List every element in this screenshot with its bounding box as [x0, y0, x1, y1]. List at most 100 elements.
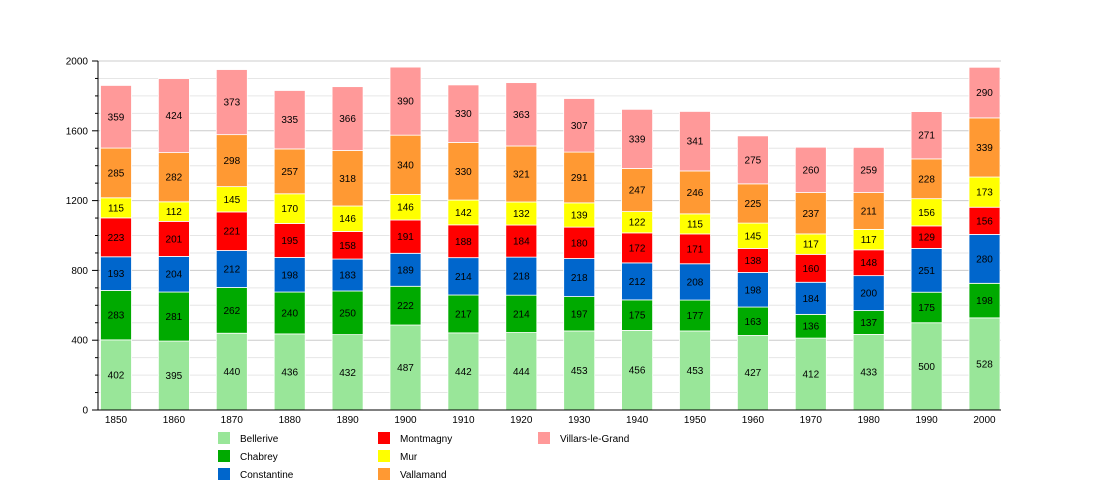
bar-segment [100, 85, 132, 149]
bar-segment [389, 285, 422, 326]
data-label: 146 [397, 203, 414, 214]
data-label: 191 [397, 232, 414, 243]
bar-segment [621, 232, 653, 264]
data-label: 173 [976, 188, 993, 199]
data-label: 156 [976, 216, 993, 227]
data-label: 212 [223, 265, 240, 276]
data-label: 330 [455, 109, 472, 120]
data-label: 117 [803, 240, 819, 251]
data-label: 177 [687, 311, 704, 322]
bar-segment [505, 82, 538, 147]
bar-segment [389, 66, 422, 136]
bar-segment [621, 168, 653, 212]
data-label: 260 [802, 165, 819, 176]
data-label: 212 [629, 277, 646, 288]
legend-swatch [218, 432, 230, 444]
data-label: 424 [166, 111, 183, 122]
data-label: 390 [397, 97, 414, 108]
legend-swatch [538, 432, 550, 444]
bar-segment [621, 299, 653, 331]
data-label: 500 [918, 362, 935, 373]
bar-segment [794, 146, 827, 193]
bar-segment [215, 211, 248, 251]
data-label: 115 [108, 203, 124, 214]
legend-swatch [218, 450, 230, 462]
y-tick-label: 2000 [66, 57, 89, 68]
data-label: 217 [455, 309, 472, 320]
data-label: 188 [455, 237, 472, 248]
bar-segment [505, 145, 538, 203]
data-label: 211 [861, 206, 877, 217]
data-label: 163 [745, 317, 762, 328]
bar-segment [910, 291, 943, 324]
bar-segment [679, 111, 711, 172]
data-label: 436 [281, 367, 298, 378]
legend-swatch [378, 450, 390, 462]
bar-segment [679, 233, 711, 265]
bar-segment [910, 158, 943, 200]
bar-segment [968, 66, 1001, 119]
data-label: 137 [860, 318, 877, 329]
y-tick-label: 400 [71, 336, 88, 347]
y-tick-label: 0 [82, 406, 88, 417]
data-label: 223 [108, 233, 125, 244]
data-label: 145 [745, 231, 762, 242]
bar-segment [100, 290, 132, 341]
legend-swatch [378, 468, 390, 480]
data-label: 442 [455, 367, 472, 378]
data-label: 142 [455, 208, 472, 219]
x-tick-label: 1980 [858, 415, 881, 426]
data-label: 285 [108, 168, 125, 179]
bar-segment [331, 86, 364, 151]
bar-segment [215, 69, 248, 136]
data-label: 282 [166, 173, 183, 184]
data-label: 237 [802, 209, 819, 220]
bar-segment [331, 290, 364, 336]
data-label: 204 [166, 270, 183, 281]
data-label: 138 [745, 256, 762, 267]
x-tick-label: 1900 [394, 415, 417, 426]
bar-segment [737, 272, 769, 308]
data-label: 193 [108, 269, 125, 280]
legend-label: Bellerive [240, 434, 279, 445]
x-tick-label: 1950 [684, 415, 707, 426]
bar-segment [157, 78, 190, 154]
data-label: 222 [397, 301, 414, 312]
data-label: 184 [513, 237, 530, 248]
bar-segment [679, 330, 711, 411]
data-label: 117 [861, 235, 877, 246]
bar-segment [794, 253, 827, 283]
bar-segment [100, 256, 132, 291]
data-label: 363 [513, 110, 530, 121]
bar-segment [910, 198, 943, 227]
data-label: 528 [976, 359, 993, 370]
legend-swatch [378, 432, 390, 444]
data-label: 122 [629, 218, 646, 229]
bar-segment [621, 108, 653, 169]
data-label: 257 [281, 167, 298, 178]
data-label: 148 [860, 258, 877, 269]
bar-segment [794, 281, 827, 315]
data-label: 172 [629, 243, 646, 254]
data-label: 339 [976, 143, 993, 154]
data-label: 136 [802, 322, 819, 333]
data-label: 271 [918, 131, 935, 142]
bar-segment [215, 186, 248, 213]
data-label: 444 [513, 367, 530, 378]
legend-label: Chabrey [240, 452, 278, 463]
data-label: 307 [571, 121, 588, 132]
data-label: 373 [223, 98, 240, 109]
data-label: 180 [571, 238, 588, 249]
data-label: 189 [397, 265, 414, 276]
data-label: 184 [802, 294, 819, 305]
bar-segment [157, 152, 190, 203]
bar-segment [273, 333, 306, 411]
y-tick-label: 800 [71, 266, 88, 277]
data-label: 453 [687, 366, 704, 377]
data-label: 240 [281, 308, 298, 319]
x-tick-label: 1870 [221, 415, 244, 426]
legend-label: Villars-le-Grand [560, 434, 629, 445]
y-tick-label: 1600 [66, 126, 89, 137]
bar-segment [273, 257, 306, 293]
